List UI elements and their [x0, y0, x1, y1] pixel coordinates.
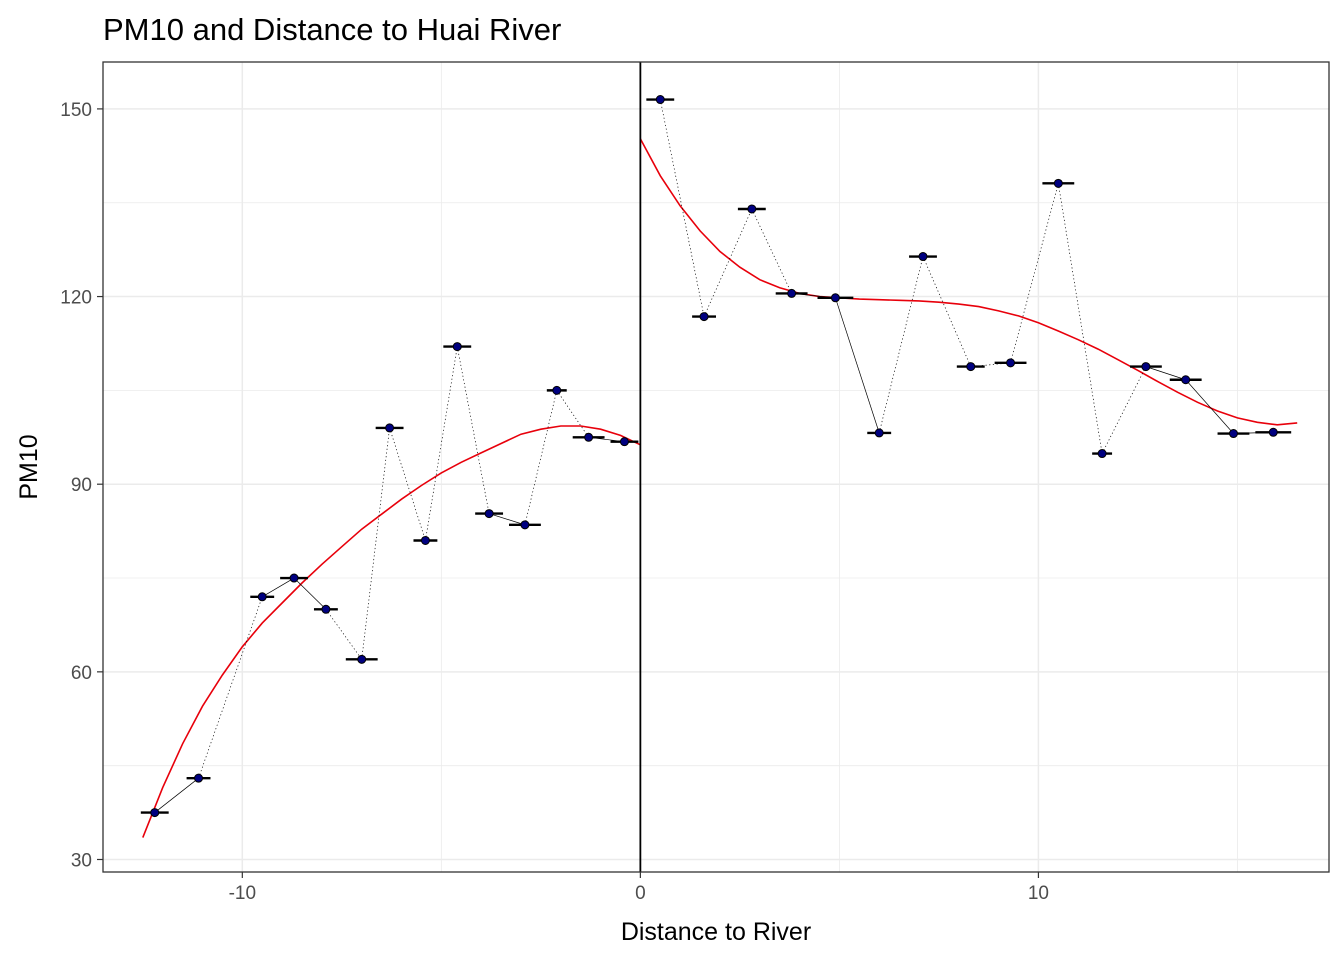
data-point	[1228, 429, 1238, 439]
data-point	[552, 385, 562, 395]
data-point	[787, 288, 797, 298]
connector-line	[489, 513, 526, 526]
fit-lines	[142, 138, 1298, 838]
data-point	[452, 342, 462, 352]
y-tick-label: 150	[60, 100, 92, 121]
connector-line	[456, 346, 490, 514]
connector-line	[751, 208, 792, 294]
data-points	[150, 95, 1278, 818]
connector-line	[524, 390, 558, 525]
data-point	[918, 252, 928, 262]
data-point	[1141, 362, 1151, 372]
chart-title: PM10 and Distance to Huai River	[103, 12, 561, 47]
data-point	[1053, 178, 1063, 188]
data-point	[321, 604, 331, 614]
data-point	[194, 773, 204, 783]
data-point	[747, 204, 757, 214]
data-point	[420, 535, 430, 545]
data-point	[966, 362, 976, 372]
data-point	[874, 428, 884, 438]
data-point	[484, 509, 494, 519]
x-tick-label: -10	[229, 883, 256, 904]
connector-line	[1185, 379, 1234, 434]
data-point	[289, 573, 299, 583]
connector-line	[1145, 366, 1186, 381]
y-axis-title: PM10	[15, 434, 43, 499]
connector-line	[703, 208, 753, 317]
connector-line	[198, 596, 263, 779]
panel-border	[102, 61, 1330, 873]
connector-line	[325, 609, 363, 660]
plot-panel	[102, 61, 1330, 873]
x-tick-label: 10	[1028, 883, 1049, 904]
connector-line	[878, 256, 924, 433]
y-tick-label: 120	[60, 288, 92, 309]
connector-line	[922, 256, 972, 367]
y-tick-label: 90	[71, 475, 92, 496]
data-point	[584, 432, 594, 442]
data-point	[357, 654, 367, 664]
connector-line	[262, 577, 295, 598]
y-tick-label: 60	[71, 663, 92, 684]
y-axis: 30 60 90 120 150	[60, 100, 103, 871]
connector-line	[1101, 366, 1147, 454]
y-tick-label: 30	[71, 850, 92, 871]
fit-line-right	[639, 138, 1298, 426]
data-point	[1097, 449, 1107, 459]
data-point	[1268, 427, 1278, 437]
connector-line	[835, 297, 880, 434]
data-point	[655, 95, 665, 105]
connector-line	[425, 346, 458, 541]
data-point	[1006, 358, 1016, 368]
data-point	[520, 520, 530, 530]
panel-background	[103, 62, 1329, 872]
x-axis-title: Distance to River	[621, 918, 811, 946]
data-point	[385, 423, 395, 433]
connector-line	[293, 577, 327, 610]
data-point	[619, 437, 629, 447]
data-point	[699, 312, 709, 322]
x-tick-label: 0	[635, 883, 646, 904]
connector-line	[154, 777, 199, 813]
minor-gridlines	[103, 62, 1329, 872]
connector-lines	[154, 99, 1274, 813]
connector-line	[1010, 183, 1059, 363]
data-point	[830, 293, 840, 303]
x-axis: -10 0 10	[229, 872, 1049, 904]
connector-line	[389, 427, 426, 541]
data-point	[150, 808, 160, 818]
fit-line-left	[142, 425, 641, 838]
data-point	[257, 592, 267, 602]
data-point	[1181, 375, 1191, 385]
